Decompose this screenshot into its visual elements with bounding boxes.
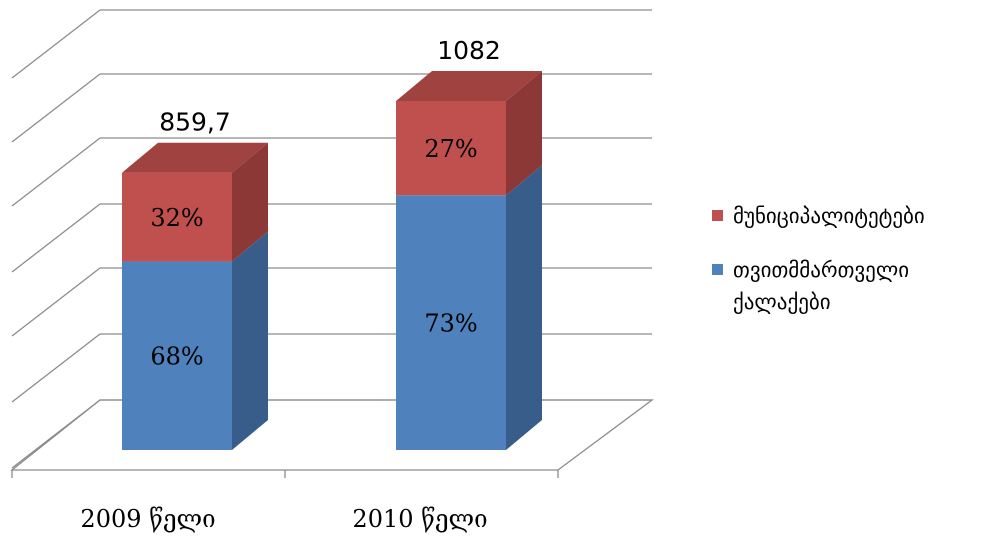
bar-top-municipalities <box>396 71 542 101</box>
gridline-side <box>11 267 101 337</box>
gridline-side <box>11 333 101 403</box>
legend-label-self-governing-cities: თვითმმართველი ქალაქები <box>733 258 910 314</box>
bar-label-self-governing-cities: 73% <box>424 310 477 338</box>
bar-top-municipalities <box>122 142 268 173</box>
bar-side-municipalities <box>506 71 542 196</box>
bar-total-label: 1082 <box>437 36 501 65</box>
bar-label-municipalities: 32% <box>150 204 203 232</box>
chart-gridlines <box>11 9 652 469</box>
bar-side-self-governing-cities <box>232 231 268 450</box>
gridline-side <box>11 9 101 79</box>
legend-item-self-governing-cities: თვითმმართველი ქალაქები <box>712 254 992 318</box>
legend-swatch-self-governing-cities <box>712 264 723 275</box>
chart-legend: მუნიციპალიტეტები თვითმმართველი ქალაქები <box>712 200 992 340</box>
x-axis-category-label: 2009 წელი <box>80 505 215 533</box>
bar-side-self-governing-cities <box>506 165 542 451</box>
bar-label-self-governing-cities: 68% <box>150 343 203 371</box>
bar-segment-self-governing-cities <box>396 195 506 450</box>
legend-item-municipalities: მუნიციპალიტეტები <box>712 200 992 232</box>
legend-swatch-municipalities <box>712 210 723 221</box>
bar-total-label: 859,7 <box>159 108 231 137</box>
gridline-side <box>11 137 101 207</box>
floor-outline <box>10 399 654 471</box>
bar-segment-municipalities <box>122 172 232 262</box>
bar-segment-municipalities <box>396 101 506 196</box>
chart-labels: 68% 32% 859,7 2009 წელი 73% 27% 1082 2010 წელი <box>80 36 500 533</box>
chart-bars <box>122 71 542 451</box>
gridline-side <box>11 73 101 143</box>
legend-label-municipalities: მუნიციპალიტეტები <box>733 204 925 228</box>
chart-floor <box>10 399 654 478</box>
bar-side-municipalities <box>232 142 268 262</box>
gridline-side <box>11 203 101 273</box>
bar-label-municipalities: 27% <box>424 135 477 163</box>
x-axis-category-label: 2010 წელი <box>352 505 487 533</box>
bar-segment-self-governing-cities <box>122 261 232 450</box>
